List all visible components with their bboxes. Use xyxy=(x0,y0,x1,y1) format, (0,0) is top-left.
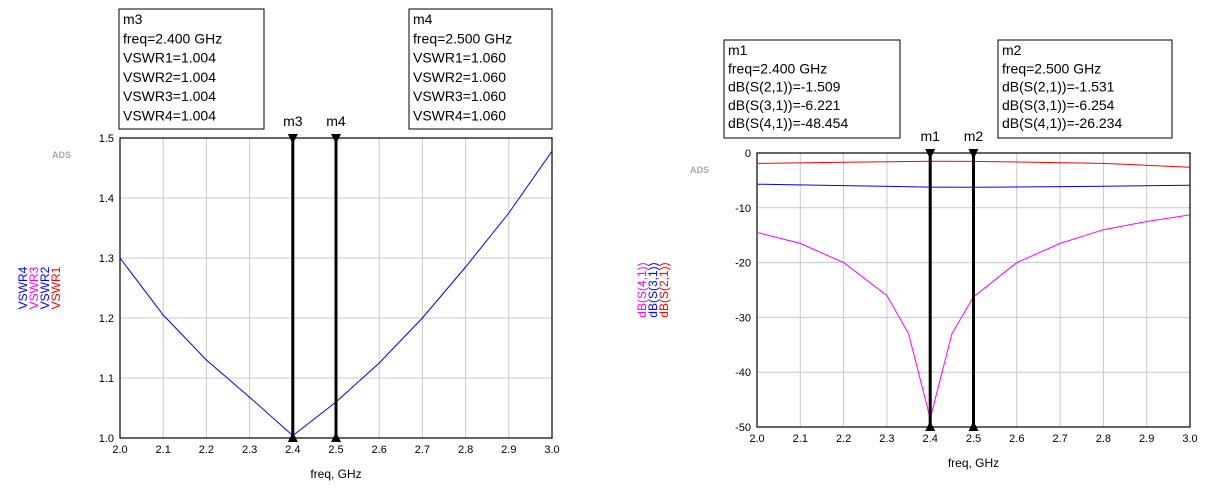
marker-bottom-arrow xyxy=(925,421,936,431)
marker-readout-line: m3 xyxy=(123,11,143,27)
marker-label: m4 xyxy=(326,113,346,129)
y-tick-label: -20 xyxy=(735,258,751,270)
y-axis-label: dB(S(3,1)) xyxy=(646,262,660,317)
x-tick-label: 2.9 xyxy=(1139,433,1154,445)
marker-label: m1 xyxy=(920,128,940,144)
marker-readout-line: dB(S(2,1))=-1.509 xyxy=(728,79,841,95)
marker-readout-line: freq=2.400 GHz xyxy=(728,60,827,76)
x-tick-label: 2.7 xyxy=(415,444,430,456)
y-tick-label: -40 xyxy=(735,367,751,379)
marker-readout-line: m1 xyxy=(728,42,748,58)
y-tick-label: -10 xyxy=(735,203,751,215)
x-tick-label: 2.6 xyxy=(1009,433,1024,445)
y-axis-label: dB(S(2,1)) xyxy=(657,262,671,317)
y-tick-label: 1.0 xyxy=(99,433,114,445)
marker-readout-line: VSWR4=1.060 xyxy=(413,108,506,124)
x-tick-label: 2.2 xyxy=(199,444,214,456)
marker-readout-line: freq=2.500 GHz xyxy=(1002,60,1101,76)
x-tick-label: 2.1 xyxy=(793,433,808,445)
x-tick-label: 2.5 xyxy=(328,444,343,456)
marker-label: m3 xyxy=(283,113,303,129)
marker-readout-line: dB(S(2,1))=-1.531 xyxy=(1002,79,1115,95)
marker-readout-line: freq=2.400 GHz xyxy=(123,30,222,46)
marker-readout-line: freq=2.500 GHz xyxy=(413,30,512,46)
x-tick-label: 2.7 xyxy=(1052,433,1067,445)
y-tick-label: 1.4 xyxy=(99,193,114,205)
marker-top-arrow xyxy=(331,134,341,144)
marker-readout-line: VSWR2=1.060 xyxy=(413,69,506,85)
marker-readout-line: dB(S(4,1))=-26.234 xyxy=(1002,115,1122,131)
y-axis-label: VSWR3 xyxy=(27,266,41,309)
marker-readout-line: VSWR1=1.004 xyxy=(123,50,216,66)
y-tick-label: 1.1 xyxy=(99,373,114,385)
marker-readout-line: m4 xyxy=(413,11,433,27)
x-tick-label: 2.2 xyxy=(836,433,851,445)
marker-label: m2 xyxy=(964,128,984,144)
marker-top-arrow xyxy=(925,149,936,159)
marker-readout-line: dB(S(3,1))=-6.221 xyxy=(728,97,841,113)
x-tick-label: 2.0 xyxy=(112,444,127,456)
marker-bottom-arrow xyxy=(287,432,298,442)
ads-watermark: ADS xyxy=(52,150,71,160)
marker-bottom-arrow xyxy=(331,432,341,442)
x-tick-label: 2.0 xyxy=(749,433,764,445)
x-tick-label: 2.8 xyxy=(458,444,473,456)
marker-top-arrow xyxy=(287,134,298,144)
x-tick-label: 2.8 xyxy=(1096,433,1111,445)
marker-readout-box xyxy=(723,39,901,139)
y-axis-label: VSWR4 xyxy=(16,266,30,309)
marker-readout-line: VSWR1=1.060 xyxy=(413,50,506,66)
marker-readout-box xyxy=(118,8,265,130)
marker-readout-line: dB(S(4,1))=-48.454 xyxy=(728,115,848,131)
y-tick-label: -30 xyxy=(735,312,751,324)
marker-readout-line: VSWR2=1.004 xyxy=(123,69,216,85)
y-tick-label: 1.3 xyxy=(99,253,114,265)
y-axis-label: VSWR2 xyxy=(38,266,52,309)
chart-2: 2.0 2.1 2.2 2.3 2.4 2.5 2.6 2.7 2.8 2.9 3.0 -50 -40 -… xyxy=(635,39,1198,470)
marker-readout-line: dB(S(3,1))=-6.254 xyxy=(1002,97,1115,113)
series-line xyxy=(756,214,1191,419)
y-tick-label: 0 xyxy=(745,148,751,160)
y-axis-label: VSWR1 xyxy=(49,266,63,309)
marker-readout-box xyxy=(997,39,1173,139)
x-tick-label: 3.0 xyxy=(1182,433,1197,445)
y-tick-label: 1.5 xyxy=(99,133,114,145)
x-tick-label: 2.9 xyxy=(501,444,516,456)
x-tick-label: 2.4 xyxy=(923,433,938,445)
marker-readout-line: VSWR4=1.004 xyxy=(123,108,216,124)
x-tick-label: 2.6 xyxy=(372,444,387,456)
x-tick-label: 2.5 xyxy=(966,433,981,445)
x-tick-label: 3.0 xyxy=(544,444,559,456)
marker-readout-line: VSWR3=1.004 xyxy=(123,88,216,104)
marker-readout-line: m2 xyxy=(1002,42,1022,58)
x-tick-label: 2.1 xyxy=(156,444,171,456)
y-tick-label: -50 xyxy=(735,422,751,434)
ads-watermark: ADS xyxy=(690,165,709,175)
x-tick-label: 2.4 xyxy=(285,444,300,456)
marker-readout-box xyxy=(408,8,553,130)
marker-readout-line: VSWR3=1.060 xyxy=(413,88,506,104)
x-tick-label: 2.3 xyxy=(879,433,894,445)
y-tick-label: 1.2 xyxy=(99,313,114,325)
x-tick-label: 2.3 xyxy=(242,444,257,456)
marker-bottom-arrow xyxy=(968,421,979,431)
chart-1: 2.0 2.1 2.2 2.3 2.4 2.5 2.6 2.7 2.8 2.9 3.0 1.0 1.1 1… xyxy=(16,8,560,481)
x-axis-label: freq, GHz xyxy=(948,456,999,470)
x-axis-label: freq, GHz xyxy=(310,467,361,481)
y-axis-label: dB(S(4,1)) xyxy=(635,262,649,317)
marker-top-arrow xyxy=(968,149,979,159)
